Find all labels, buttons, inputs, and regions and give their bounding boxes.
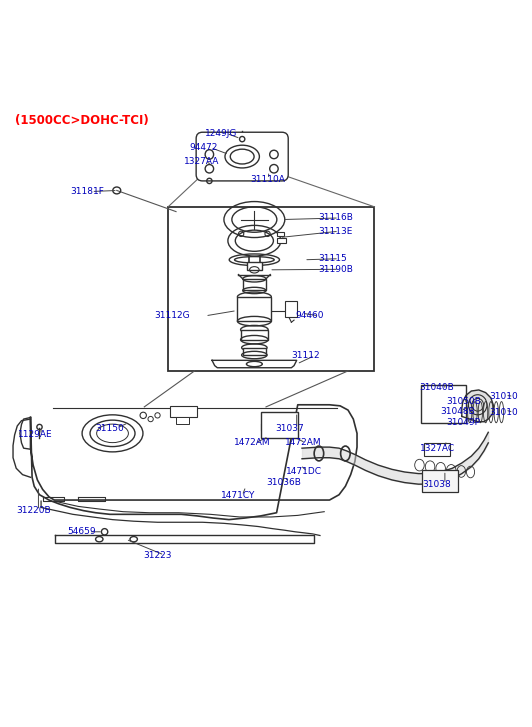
Bar (423, 443, 450, 456)
Bar (420, 385, 466, 423)
Text: 31190B: 31190B (318, 265, 353, 274)
Text: 31010: 31010 (489, 392, 518, 401)
Bar (277, 232, 284, 236)
Bar (176, 417, 189, 425)
Bar (170, 406, 197, 417)
Text: 31040B: 31040B (419, 383, 454, 392)
Polygon shape (30, 405, 357, 520)
Bar (277, 238, 286, 243)
Text: 31112G: 31112G (154, 311, 189, 321)
Text: 31010: 31010 (489, 408, 518, 417)
Text: 1472AM: 1472AM (285, 438, 321, 447)
Text: 31181F: 31181F (70, 187, 104, 196)
Text: 31115: 31115 (318, 254, 347, 263)
Bar (168, 207, 375, 371)
Text: 31113E: 31113E (318, 227, 352, 236)
Text: 54659: 54659 (68, 527, 96, 537)
Polygon shape (462, 390, 494, 422)
Text: 31037: 31037 (276, 424, 304, 433)
Bar (422, 470, 458, 491)
Bar (237, 297, 271, 321)
Text: 31112: 31112 (292, 351, 320, 360)
Text: 1471DC: 1471DC (286, 467, 322, 476)
Text: 31110A: 31110A (250, 174, 285, 184)
Bar (285, 301, 297, 317)
FancyBboxPatch shape (196, 132, 288, 181)
Text: 31038: 31038 (422, 480, 451, 489)
Text: 31049P: 31049P (446, 418, 480, 427)
Text: 31220B: 31220B (16, 506, 51, 515)
Text: 31116B: 31116B (318, 214, 353, 222)
Bar (240, 329, 268, 340)
Bar (243, 348, 266, 355)
Text: 31048B: 31048B (440, 406, 476, 416)
Text: 94460: 94460 (295, 311, 323, 321)
Text: 1471CY: 1471CY (221, 491, 255, 500)
Bar (247, 262, 262, 270)
Text: 31050B: 31050B (446, 397, 481, 406)
Text: 1327AC: 1327AC (419, 443, 455, 453)
Text: 94472: 94472 (189, 143, 218, 152)
Bar (243, 279, 266, 291)
Text: 31223: 31223 (143, 550, 172, 560)
Text: 1249JG: 1249JG (205, 129, 237, 138)
Polygon shape (55, 536, 314, 544)
Text: 1129AE: 1129AE (18, 430, 53, 439)
Text: 31036B: 31036B (266, 478, 301, 487)
Bar (261, 412, 298, 438)
Text: 1472AM: 1472AM (234, 438, 271, 447)
Text: 1327AA: 1327AA (184, 157, 219, 166)
Text: 31150: 31150 (96, 424, 124, 433)
Text: (1500CC>DOHC-TCI): (1500CC>DOHC-TCI) (14, 113, 148, 126)
